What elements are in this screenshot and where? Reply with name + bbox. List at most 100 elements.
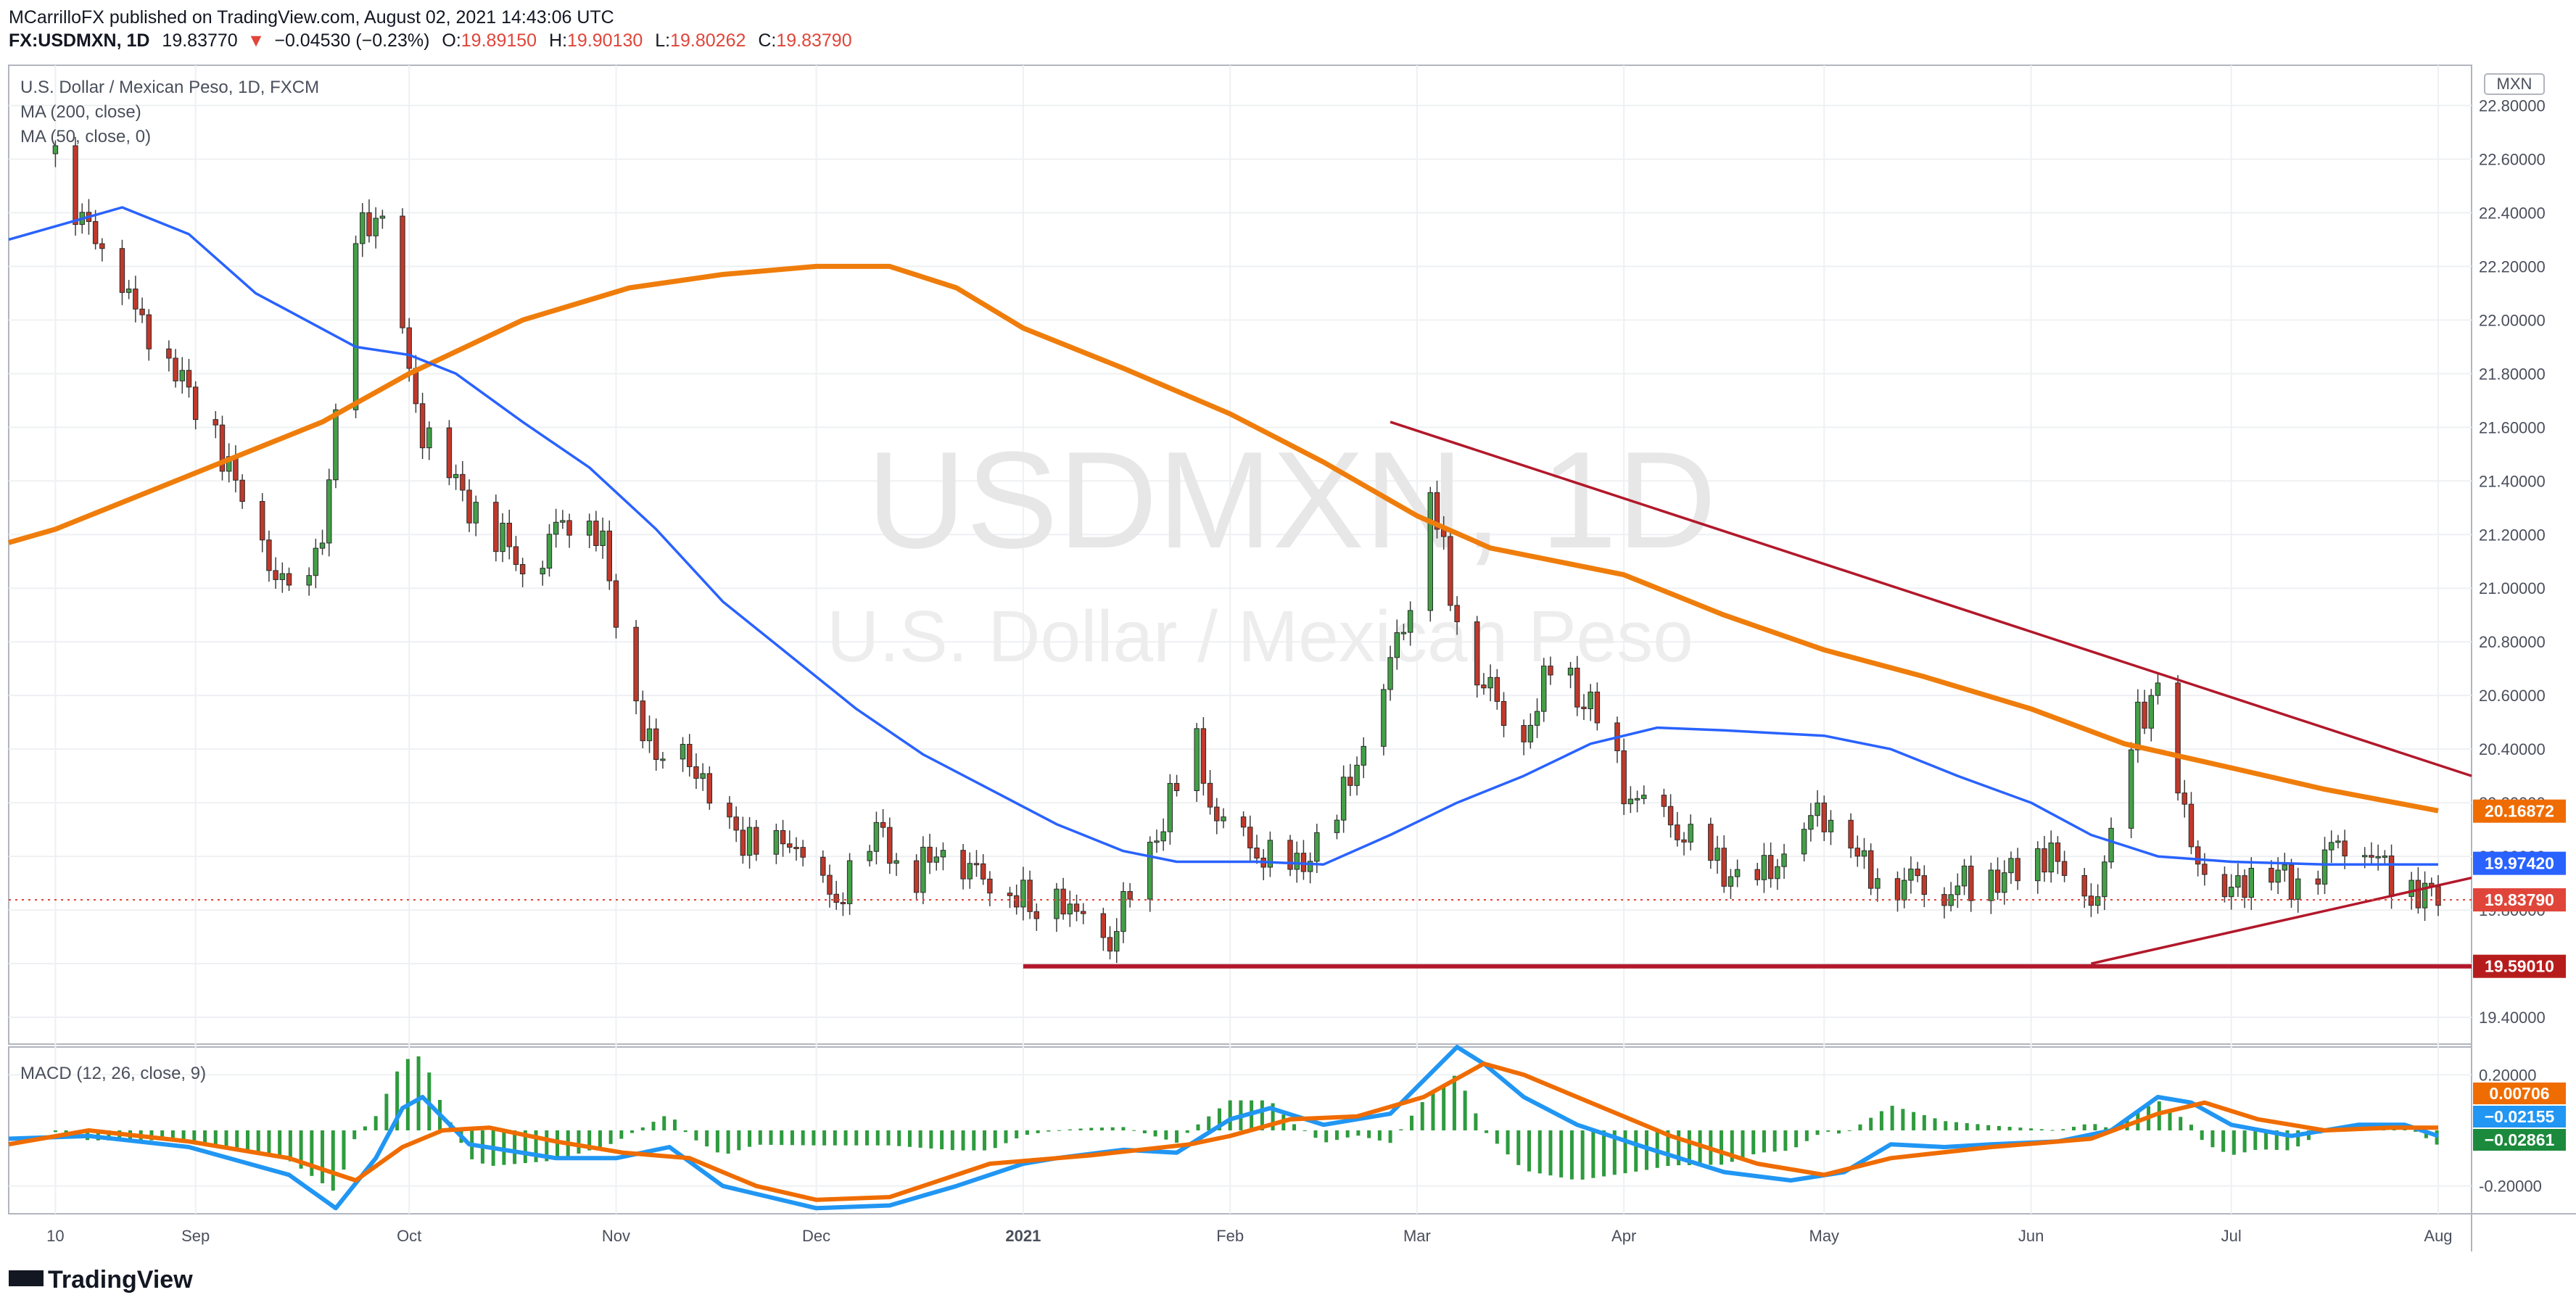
low-label: L: (655, 30, 670, 51)
macd-histogram-bar (961, 1130, 965, 1151)
candle-up (1588, 691, 1593, 710)
candle-down (166, 348, 172, 359)
candle-down (1287, 840, 1293, 870)
candle-down (2315, 878, 2321, 885)
candle-up (1714, 848, 1720, 861)
change-arrow-icon: ▼ (247, 30, 265, 51)
axes: 19.4000019.6000019.8000020.0000020.20000… (46, 96, 2546, 1245)
candle-down (613, 580, 619, 628)
price-tick-label: 19.40000 (2479, 1009, 2546, 1027)
ma200-legend[interactable]: MA (200, close) (20, 102, 141, 122)
candle-up (1567, 667, 1574, 676)
candle-down (1027, 880, 1033, 912)
price-tag-label: 20.16872 (2485, 802, 2554, 821)
macd-histogram-bar (2071, 1127, 2076, 1130)
candle-up (1020, 880, 1026, 908)
macd-histogram-bar (780, 1130, 784, 1146)
macd-histogram-bar (1099, 1127, 1104, 1130)
macd-histogram-bar (1377, 1130, 1382, 1141)
candle-up (2408, 880, 2414, 897)
macd-histogram-bar (1794, 1130, 1799, 1148)
macd-histogram-bar (2285, 1130, 2290, 1151)
candle-down (1915, 869, 1920, 877)
macd-histogram-bar (972, 1130, 976, 1151)
candle-up (1988, 869, 1994, 901)
macd-histogram-bar (694, 1130, 698, 1141)
candle-up (2275, 869, 2281, 883)
macd-histogram-bar (181, 1130, 186, 1141)
price-tick-label: 21.80000 (2479, 365, 2546, 383)
currency-badge-label: MXN (2497, 75, 2532, 93)
macd-histogram-bar (1783, 1130, 1788, 1151)
macd-histogram-bar (822, 1130, 827, 1146)
macd-histogram-bar (1826, 1130, 1830, 1132)
tradingview-logo-icon (9, 1270, 33, 1286)
candle-up (2128, 749, 2134, 829)
price-tick-label: 20.80000 (2479, 633, 2546, 651)
low-value: 19.80262 (670, 30, 746, 51)
candle-up (1534, 711, 1540, 726)
watermark-name: U.S. Dollar / Mexican Peso (827, 596, 1693, 677)
candle-up (600, 530, 606, 546)
macd-histogram-bar (1720, 1130, 1724, 1165)
macd-histogram-bar (310, 1130, 314, 1176)
macd-histogram-bar (2274, 1130, 2279, 1150)
candle-down (2081, 874, 2087, 897)
candle-down (1107, 937, 1113, 952)
price-plot (8, 136, 2472, 969)
candle-down (1708, 824, 1714, 861)
candle-up (473, 502, 479, 523)
candle-down (2415, 880, 2422, 909)
macd-histogram-bar (651, 1122, 656, 1130)
price-tick-label: 21.20000 (2479, 526, 2546, 544)
candle-up (1400, 632, 1407, 634)
candle-down (913, 860, 920, 893)
candle-down (733, 816, 739, 831)
macd-histogram-bar (405, 1059, 410, 1130)
macd-histogram-bar (1474, 1113, 1478, 1130)
macd-histogram-bar (1762, 1130, 1766, 1153)
macd-histogram-bar (769, 1130, 773, 1145)
price-tick-label: 20.60000 (2479, 687, 2546, 705)
candle-up (1427, 492, 1434, 611)
close-value: 19.83790 (776, 30, 851, 51)
time-tick-label: Dec (802, 1227, 830, 1245)
candle-down (266, 539, 272, 571)
macd-histogram-bar (2093, 1124, 2097, 1130)
candle-down (980, 863, 986, 880)
macd-histogram-bar (2179, 1117, 2183, 1130)
candle-down (566, 520, 572, 536)
candle-up (846, 860, 853, 904)
macd-histogram-bar (983, 1130, 987, 1151)
macd-histogram-bar (1110, 1127, 1115, 1130)
candle-up (2048, 843, 2054, 873)
candle-up (967, 863, 973, 880)
macd-histogram-bar (534, 1130, 538, 1162)
macd-histogram-bar (843, 1130, 848, 1146)
candle-up (773, 829, 780, 855)
ma50-legend[interactable]: MA (50, close, 0) (20, 127, 151, 146)
macd-tick-label: 0.20000 (2479, 1066, 2537, 1084)
macd-histogram-bar (1837, 1130, 1841, 1134)
macd-histogram-bar (1260, 1100, 1264, 1130)
macd-histogram-bar (2007, 1127, 2012, 1130)
candle-up (1340, 777, 1347, 821)
macd-histogram-bar (790, 1130, 794, 1146)
macd-histogram-bar (1410, 1115, 1414, 1130)
candle-down (2175, 682, 2181, 794)
candle-down (92, 221, 99, 244)
macd-legend[interactable]: MACD (12, 26, close, 9) (20, 1064, 206, 1083)
macd-tag (2473, 1106, 2566, 1127)
macd-histogram-bar (1463, 1091, 1467, 1130)
candle-up (2008, 858, 2014, 874)
price-tag (2473, 888, 2566, 912)
candle-down (493, 502, 499, 553)
candle-up (306, 575, 312, 586)
candle-down (400, 215, 405, 328)
macd-histogram-bar (1580, 1130, 1585, 1180)
candle-down (2435, 886, 2441, 906)
candle-down (740, 829, 746, 856)
currency-badge[interactable] (2484, 73, 2545, 95)
candle-up (540, 568, 545, 575)
candle-down (2288, 864, 2295, 900)
